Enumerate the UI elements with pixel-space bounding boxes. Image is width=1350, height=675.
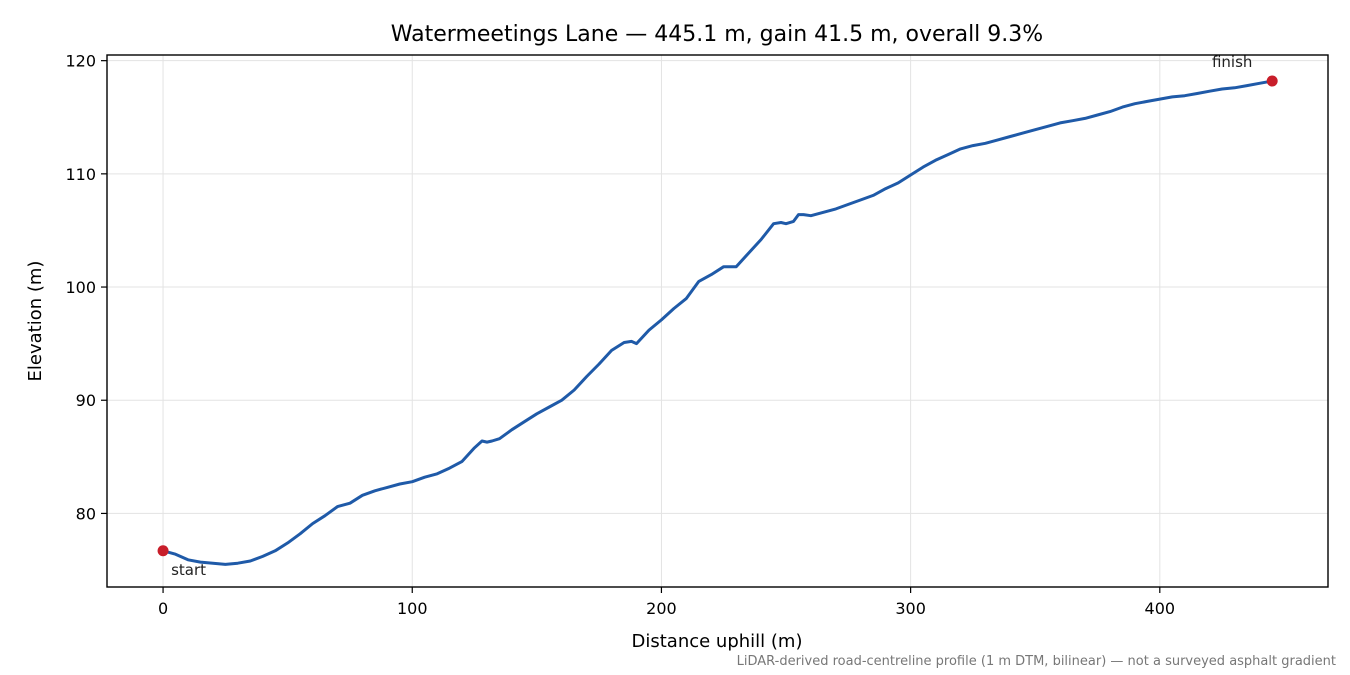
finish-marker — [1266, 75, 1278, 87]
axis-ticks: 0 100 200 300 400 80 90 100 110 120 — [65, 52, 1175, 618]
x-tick-label: 200 — [646, 599, 677, 618]
x-tick-label: 300 — [895, 599, 926, 618]
x-tick-label: 400 — [1145, 599, 1176, 618]
x-axis-label: Distance uphill (m) — [632, 631, 803, 652]
y-axis-label: Elevation (m) — [25, 261, 46, 382]
footnote: LiDAR-derived road-centreline profile (1… — [737, 654, 1336, 669]
y-tick-label: 90 — [76, 391, 96, 410]
x-tick-label: 100 — [397, 599, 428, 618]
start-marker — [157, 545, 169, 557]
chart-title: Watermeetings Lane — 445.1 m, gain 41.5 … — [391, 22, 1043, 47]
start-label: start — [171, 561, 206, 579]
y-tick-label: 80 — [76, 504, 96, 523]
plot-frame — [106, 54, 1329, 588]
y-tick-label: 100 — [65, 278, 96, 297]
y-tick-label: 120 — [65, 52, 96, 71]
x-tick-label: 0 — [158, 599, 168, 618]
elevation-profile-line — [161, 79, 1274, 566]
plot-area: start finish — [157, 53, 1278, 579]
grid-lines — [107, 55, 1328, 587]
finish-label: finish — [1212, 53, 1252, 71]
y-tick-label: 110 — [65, 165, 96, 184]
